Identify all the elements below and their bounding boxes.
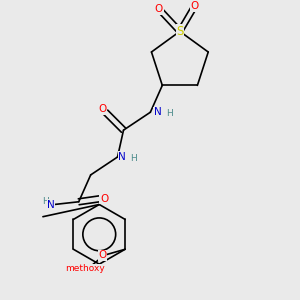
Text: S: S — [176, 25, 184, 38]
Text: N: N — [118, 152, 126, 162]
Text: O: O — [98, 104, 107, 114]
Text: H: H — [130, 154, 137, 163]
Text: O: O — [100, 194, 108, 204]
Text: O: O — [99, 250, 107, 260]
Text: H: H — [167, 109, 173, 118]
Text: N: N — [47, 200, 55, 210]
Text: O: O — [155, 4, 163, 14]
Text: N: N — [154, 107, 162, 117]
Text: O: O — [190, 1, 199, 11]
Text: methoxy: methoxy — [65, 264, 105, 273]
Text: H: H — [42, 197, 49, 206]
